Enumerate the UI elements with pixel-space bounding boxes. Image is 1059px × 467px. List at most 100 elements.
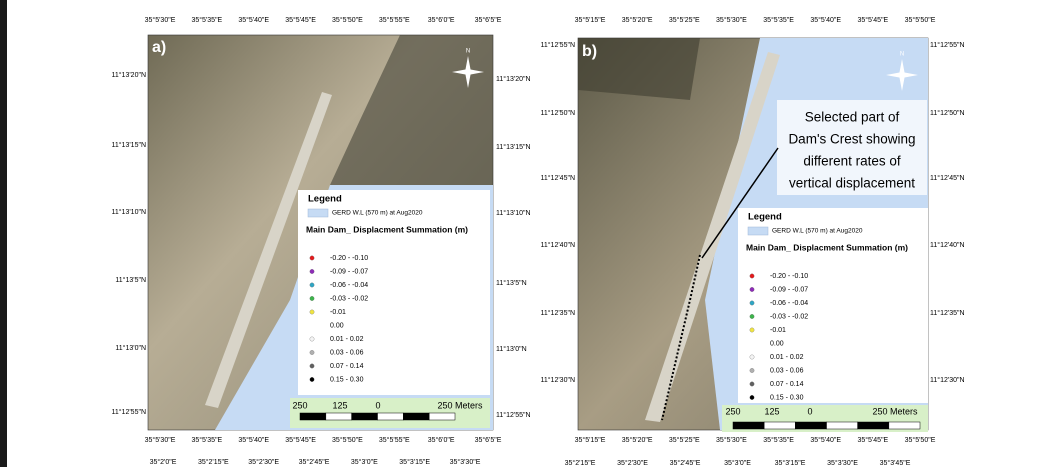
annotation: Selected part of	[805, 110, 900, 125]
scale-seg	[763, 421, 796, 430]
right_labels: 11°13'5"N	[496, 279, 527, 287]
annotation-arrow	[701, 147, 779, 259]
hills-a	[330, 35, 493, 185]
lower_labels: 35°2'45"E	[299, 458, 330, 466]
top_labels: 35°5'50"E	[332, 16, 363, 24]
top_labels: 35°5'15"E	[575, 16, 606, 24]
right_labels: 11°13'0"N	[496, 345, 527, 353]
right_labels: 11°12'45"N	[930, 174, 965, 182]
panel-label: b)	[582, 43, 597, 60]
bottom_labels: 35°5'40"E	[810, 436, 841, 444]
bottom_labels: 35°5'30"E	[716, 436, 747, 444]
right_labels: 11°12'55"N	[930, 41, 965, 49]
bottom_labels: 35°5'55"E	[379, 436, 410, 444]
legend-item: 0.00	[330, 322, 344, 329]
lower_labels: 35°2'0"E	[150, 458, 177, 466]
scale-label: 250 Meters	[872, 406, 918, 416]
legend-water-swatch	[307, 208, 329, 218]
legend-title: Legend	[308, 194, 342, 205]
bottom_labels: 35°5'35"E	[191, 436, 222, 444]
bottom_labels: 35°5'45"E	[285, 436, 316, 444]
annotation: Dam's Crest showing	[788, 132, 915, 147]
legend-dot	[309, 377, 315, 382]
left_labels: 11°12'45"N	[540, 174, 575, 182]
left_labels: 11°13'10"N	[111, 208, 146, 216]
scale-seg	[351, 412, 378, 421]
legend-item: 0.15 - 0.30	[770, 394, 804, 401]
scale-seg	[299, 412, 327, 421]
scale-seg	[732, 421, 765, 430]
legend-box	[738, 208, 928, 403]
legend-item: 0.03 - 0.06	[330, 349, 364, 356]
legend-item: 0.07 - 0.14	[770, 381, 804, 388]
scale-label: 250	[292, 400, 307, 410]
top_labels: 35°5'20"E	[622, 16, 653, 24]
legend-item: -0.03 - -0.02	[770, 313, 808, 320]
legend-box	[298, 190, 490, 395]
lower_labels: 35°2'45"E	[670, 459, 701, 467]
legend-dot	[309, 309, 315, 315]
legend-dot	[749, 395, 755, 400]
scale-label: 250 Meters	[437, 400, 483, 410]
bottom_labels: 35°5'45"E	[857, 436, 888, 444]
left_labels: 11°12'55"N	[540, 41, 575, 49]
legend-heading: Main Dam_ Displacment Summation (m)	[746, 242, 908, 252]
lower_labels: 35°3'45"E	[880, 459, 911, 467]
lower_labels: 35°3'30"E	[827, 459, 858, 467]
legend-item: -0.06 - -0.04	[330, 282, 368, 289]
legend-dot	[309, 336, 315, 342]
north-arrow	[886, 72, 918, 78]
lower_labels: 35°2'30"E	[617, 459, 648, 467]
lower_labels: 35°2'30"E	[248, 458, 279, 466]
hills-b	[578, 38, 700, 100]
scale-label: 0	[375, 400, 380, 410]
top_labels: 35°5'45"E	[857, 16, 888, 24]
legend-dot	[749, 273, 755, 279]
legend-title: Legend	[748, 212, 782, 223]
bottom_labels: 35°5'50"E	[905, 436, 936, 444]
right_labels: 11°13'20"N	[496, 75, 531, 83]
lower_labels: 35°3'15"E	[399, 458, 430, 466]
lower_labels: 35°2'15"E	[198, 458, 229, 466]
left-border	[0, 0, 7, 467]
legend-item: 0.01 - 0.02	[330, 336, 364, 343]
top_labels: 35°5'30"E	[716, 16, 747, 24]
right_labels: 11°13'15"N	[496, 143, 531, 151]
legend-item: -0.20 - -0.10	[770, 273, 808, 280]
scale-seg	[377, 412, 404, 421]
lower_labels: 35°3'30"E	[450, 458, 481, 466]
legend-item: -0.01	[330, 309, 346, 316]
legend-dot	[309, 282, 315, 288]
legend-dot	[749, 354, 755, 360]
bottom_labels: 35°5'15"E	[575, 436, 606, 444]
bottom_labels: 35°5'30"E	[145, 436, 176, 444]
scale-label: 0	[807, 406, 812, 416]
legend-item: 0.07 - 0.14	[330, 363, 364, 370]
north-arrow	[452, 69, 484, 75]
top_labels: 35°5'35"E	[763, 16, 794, 24]
legend-heading: Main Dam_ Displacment Summation (m)	[306, 224, 468, 234]
bottom_labels: 35°5'20"E	[622, 436, 653, 444]
left_labels: 11°13'20"N	[111, 71, 146, 79]
legend-item: 0.15 - 0.30	[330, 376, 364, 383]
legend-item: -0.06 - -0.04	[770, 300, 808, 307]
right_labels: 11°12'55"N	[496, 411, 531, 419]
left_labels: 11°13'0"N	[115, 344, 146, 352]
left_labels: 11°12'55"N	[111, 408, 146, 416]
legend-water: GERD W.L (570 m) at Aug2020	[772, 228, 863, 235]
north-label: N	[900, 52, 904, 58]
legend-dot	[749, 327, 755, 333]
legend-water: GERD W.L (570 m) at Aug2020	[332, 210, 423, 217]
top_labels: 35°5'35"E	[191, 16, 222, 24]
lower_labels: 35°3'15"E	[775, 459, 806, 467]
legend-item: -0.09 - -0.07	[770, 286, 808, 293]
lower_labels: 35°2'15"E	[565, 459, 596, 467]
legend-item: 0.00	[770, 340, 784, 347]
scale-seg	[888, 421, 921, 430]
scale-seg	[795, 421, 827, 430]
dam-b	[645, 52, 780, 422]
right_labels: 11°12'30"N	[930, 376, 965, 384]
lower_labels: 35°3'0"E	[351, 458, 378, 466]
annotation-bg	[777, 100, 927, 195]
